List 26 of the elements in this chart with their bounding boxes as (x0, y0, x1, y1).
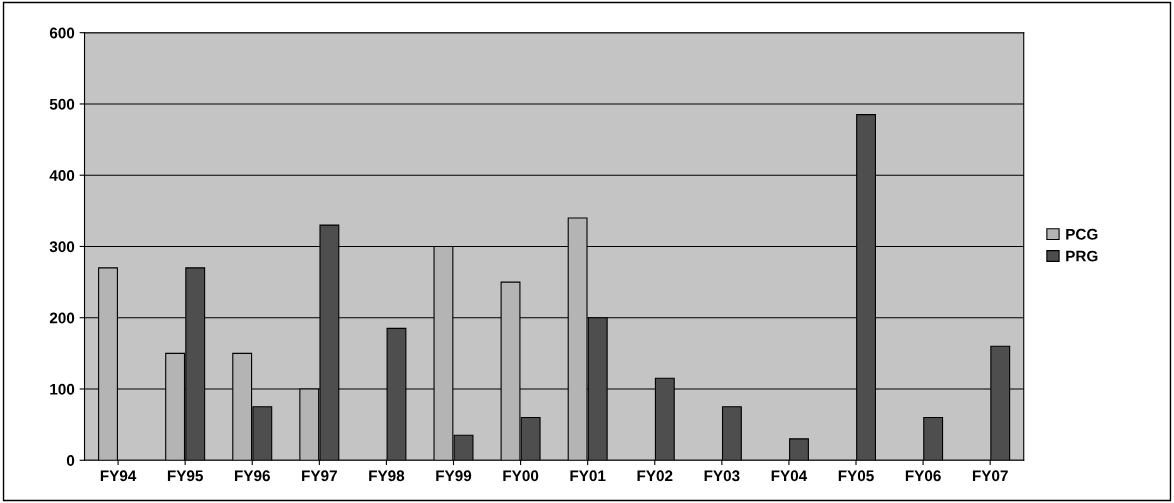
x-tick-label: FY05 (838, 470, 874, 482)
x-tick-label: FY04 (771, 470, 808, 482)
x-tick-label: FY94 (100, 470, 137, 482)
bar (721, 406, 742, 461)
y-tick-label: 200 (49, 312, 75, 324)
y-tick-label: 400 (49, 170, 75, 181)
y-tick-label: 600 (49, 27, 75, 39)
x-tick-label: FY06 (905, 470, 941, 482)
x-tick-label: FY96 (235, 470, 270, 482)
legend-label: PRG (1066, 250, 1098, 262)
x-tick-label: FY01 (570, 470, 606, 482)
bar (923, 416, 944, 461)
x-tick-label: FY97 (302, 470, 337, 482)
x-tick-label: FY02 (637, 470, 673, 482)
x-tick-label: FY98 (369, 470, 405, 482)
x-tick-label: FY03 (704, 470, 740, 482)
x-tick-label: FY00 (503, 470, 539, 482)
x-tick-label: FY99 (436, 470, 472, 482)
y-tick-label: 500 (49, 98, 75, 110)
x-tick-label: FY07 (972, 470, 1008, 482)
bar (789, 438, 809, 461)
legend-label: PCG (1066, 228, 1098, 240)
y-tick-label: 100 (50, 383, 75, 395)
y-tick-label: 0 (66, 455, 75, 466)
y-tick-label: 300 (49, 241, 75, 253)
x-tick-label: FY95 (167, 470, 203, 482)
